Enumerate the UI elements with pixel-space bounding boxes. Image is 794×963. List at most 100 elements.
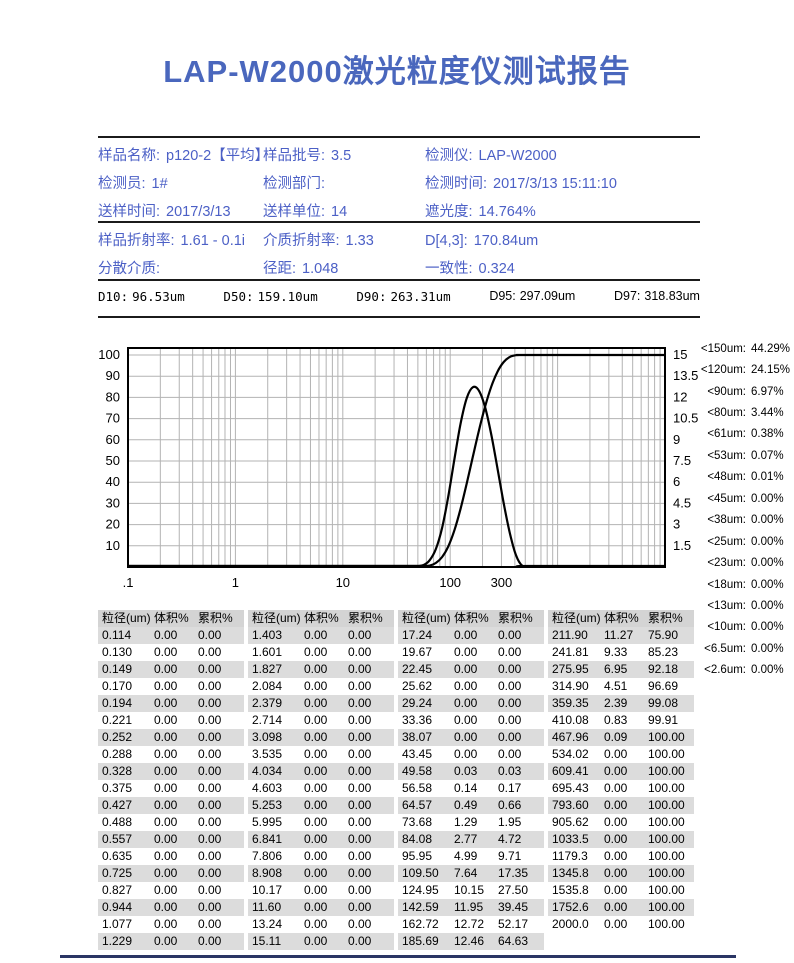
cell-cumulative-percent: 0.00 (198, 832, 222, 846)
cell-volume-percent: 0.00 (604, 798, 628, 812)
cell-cumulative-percent: 64.63 (498, 934, 529, 948)
cell-volume-percent: 2.39 (604, 696, 628, 710)
undersize-item: <13um: 0.00% (694, 595, 794, 616)
cell-cumulative-percent: 0.00 (198, 917, 222, 931)
table-row: 0.725 0.00 0.00 (98, 865, 244, 882)
cell-size: 64.57 (402, 798, 433, 812)
table-row: 15.11 0.00 0.00 (248, 933, 394, 950)
cell-volume-percent: 0.00 (304, 781, 328, 795)
cell-cumulative-percent: 0.03 (498, 764, 522, 778)
cell-volume-percent: 0.00 (304, 900, 328, 914)
y-axis-right-label: 9 (673, 432, 680, 447)
cell-cumulative-percent: 0.00 (198, 764, 222, 778)
y-axis-right-label: 12 (673, 389, 687, 404)
cell-cumulative-percent: 0.00 (348, 713, 372, 727)
cell-size: 2.714 (252, 713, 283, 727)
table-row: 0.328 0.00 0.00 (98, 763, 244, 780)
cell-volume-percent: 0.83 (604, 713, 628, 727)
chart-canvas: 10 20 30 40 50 60 70 80 90 100 1.5 3 4.5 6 7.5 9 10.5 12 1… (98, 347, 698, 590)
cell-volume-percent: 0.00 (304, 798, 328, 812)
cell-cumulative-percent: 0.00 (348, 883, 372, 897)
volume-distribution-curve (128, 385, 666, 568)
cell-size: 49.58 (402, 764, 433, 778)
cell-size: 2.379 (252, 696, 283, 710)
cell-size: 73.68 (402, 815, 433, 829)
cell-size: 241.81 (552, 645, 589, 659)
field-operator: 检测员: 1# (98, 176, 168, 192)
cell-size: 5.253 (252, 798, 283, 812)
x-axis-label: .1 (123, 575, 134, 590)
cell-size: 109.50 (402, 866, 439, 880)
page-footer-bar (60, 955, 736, 958)
undersize-value: 44.29% (751, 342, 791, 355)
table-row: 0.252 0.00 0.00 (98, 729, 244, 746)
field-d43: D[4,3]: 170.84um (425, 233, 539, 249)
table-row: 33.36 0.00 0.00 (398, 712, 544, 729)
x-axis-label: 10 (336, 575, 350, 590)
cell-cumulative-percent: 96.69 (648, 679, 679, 693)
table-row: 5.995 0.00 0.00 (248, 814, 394, 831)
table-row: 0.827 0.00 0.00 (98, 882, 244, 899)
table-row: 73.68 1.29 1.95 (398, 814, 544, 831)
cell-cumulative-percent: 92.18 (648, 662, 679, 676)
cell-size: 0.827 (102, 883, 133, 897)
y-axis-left-label: 90 (106, 368, 120, 383)
undersize-percent-list: <150um: 44.29% <120um: 24.15% <90um: 6.97% <80… (694, 338, 794, 681)
cell-volume-percent: 0.00 (154, 866, 178, 880)
table-row: 0.221 0.00 0.00 (98, 712, 244, 729)
table-row: 467.96 0.09 100.00 (548, 729, 694, 746)
d10-value: D10: 96.53um (98, 289, 185, 304)
cell-cumulative-percent: 0.00 (348, 849, 372, 863)
undersize-label: <45um: (707, 492, 746, 505)
table-row: 211.90 11.27 75.90 (548, 627, 694, 644)
cell-volume-percent: 0.00 (154, 747, 178, 761)
undersize-value: 0.00% (751, 578, 784, 591)
cell-cumulative-percent: 100.00 (648, 781, 685, 795)
x-axis-label: 100 (439, 575, 461, 590)
table-row: 0.288 0.00 0.00 (98, 746, 244, 763)
cell-volume-percent: 0.00 (154, 662, 178, 676)
cell-volume-percent: 0.00 (304, 764, 328, 778)
cell-volume-percent: 0.00 (454, 713, 478, 727)
table-row: 185.69 12.46 64.63 (398, 933, 544, 950)
table-row: 22.45 0.00 0.00 (398, 661, 544, 678)
cell-size: 1345.8 (552, 866, 589, 880)
table-row: 10.17 0.00 0.00 (248, 882, 394, 899)
cell-volume-percent: 0.00 (604, 781, 628, 795)
cell-cumulative-percent: 0.00 (198, 815, 222, 829)
cell-volume-percent: 0.00 (304, 917, 328, 931)
x-axis-label: 1 (232, 575, 239, 590)
cell-size: 0.557 (102, 832, 133, 846)
d90-value: D90: 263.31um (356, 289, 451, 304)
undersize-value: 0.38% (751, 428, 784, 441)
cell-size: 0.328 (102, 764, 133, 778)
cell-cumulative-percent: 52.17 (498, 917, 529, 931)
size-distribution-table: 粒径(um) 体积% 累积% 0.114 0.00 0.00 0.130 0.00 0.00 0.… (98, 610, 694, 950)
cell-size: 359.35 (552, 696, 589, 710)
cell-cumulative-percent: 100.00 (648, 866, 685, 880)
field-instrument: 检测仪: LAP-W2000 (425, 148, 557, 164)
cell-size: 275.95 (552, 662, 589, 676)
cell-volume-percent: 0.00 (604, 849, 628, 863)
cell-size: 25.62 (402, 679, 433, 693)
table-row: 241.81 9.33 85.23 (548, 644, 694, 661)
cell-cumulative-percent: 9.71 (498, 849, 522, 863)
cell-volume-percent: 0.00 (154, 730, 178, 744)
cell-volume-percent: 0.00 (154, 883, 178, 897)
cell-cumulative-percent: 0.00 (198, 849, 222, 863)
cell-cumulative-percent: 39.45 (498, 900, 529, 914)
cell-size: 22.45 (402, 662, 433, 676)
cell-volume-percent: 0.00 (304, 866, 328, 880)
cell-cumulative-percent: 0.00 (198, 679, 222, 693)
cell-cumulative-percent: 100.00 (648, 730, 685, 744)
divider (98, 279, 700, 281)
cell-cumulative-percent: 0.00 (198, 662, 222, 676)
field-delivery-unit: 送样单位: 14 (263, 204, 348, 220)
undersize-item: <48um: 0.01% (694, 467, 794, 488)
undersize-label: <10um: (707, 621, 746, 634)
table-header-cell: 累积% (348, 611, 383, 625)
cell-volume-percent: 0.00 (604, 764, 628, 778)
cell-cumulative-percent: 100.00 (648, 917, 685, 931)
y-axis-left-label: 10 (106, 538, 120, 553)
cell-cumulative-percent: 0.00 (498, 679, 522, 693)
